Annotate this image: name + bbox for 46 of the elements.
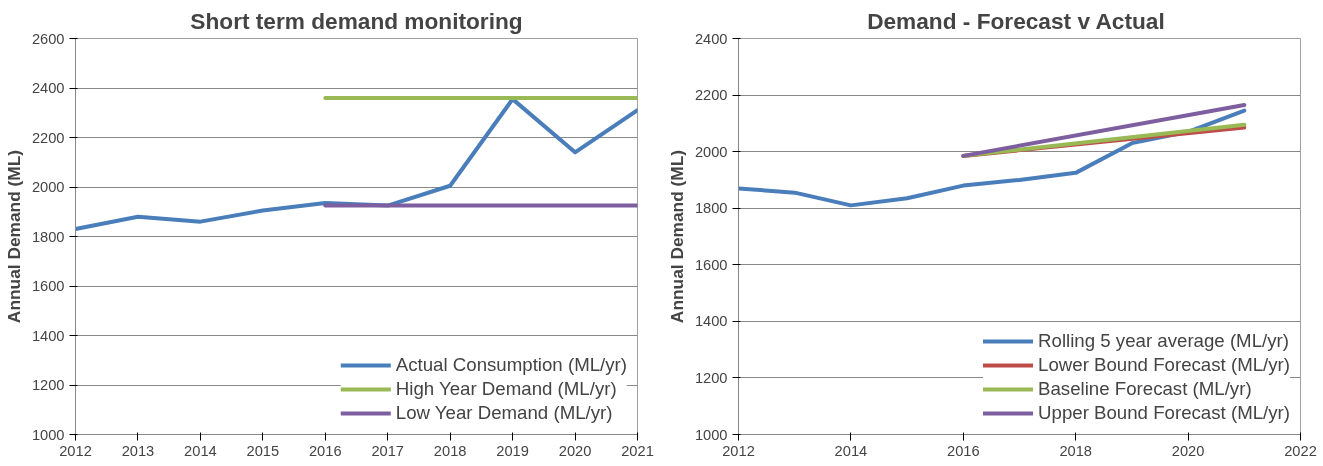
x-tick-label: 2017 xyxy=(371,442,405,459)
legend-label: Rolling 5 year average (ML/yr) xyxy=(1038,330,1289,352)
chart-title: Demand - Forecast v Actual xyxy=(867,7,1165,34)
x-tick-label: 2018 xyxy=(433,442,467,459)
y-tick-label: 1000 xyxy=(694,426,728,443)
y-axis-title: Annual Demand (ML) xyxy=(666,149,687,324)
y-tick-label: 1000 xyxy=(31,426,65,443)
x-tick-label: 2016 xyxy=(947,442,980,459)
x-tick-label: 2015 xyxy=(246,442,280,459)
x-tick-label: 2018 xyxy=(1059,442,1093,459)
line-series xyxy=(75,97,638,232)
y-tick-label: 2200 xyxy=(694,87,728,104)
y-tick-label: 1800 xyxy=(31,228,65,245)
y-tick-label: 1400 xyxy=(694,313,728,330)
x-tick-label: 2014 xyxy=(834,442,868,459)
legend-label: High Year Demand (ML/yr) xyxy=(395,378,617,400)
y-tick-label: 1600 xyxy=(694,256,728,273)
legend-label: Actual Consumption (ML/yr) xyxy=(395,354,627,376)
y-tick-label: 2200 xyxy=(31,129,65,146)
x-tick-label: 2019 xyxy=(496,442,529,459)
x-tick-label: 2020 xyxy=(558,442,592,459)
x-tick-label: 2016 xyxy=(308,442,342,459)
y-tick-label: 2600 xyxy=(31,30,65,47)
legend-label: Upper Bound Forecast (ML/yr) xyxy=(1038,402,1290,424)
line-series xyxy=(738,108,1247,208)
y-tick-label: 1600 xyxy=(31,278,65,294)
y-tick-label: 1200 xyxy=(694,369,728,386)
x-tick-label: 2012 xyxy=(722,442,755,459)
x-tick-label: 2012 xyxy=(59,442,92,459)
legend-label: Baseline Forecast (ML/yr) xyxy=(1038,378,1252,400)
x-tick-label: 2020 xyxy=(1171,442,1205,459)
chart-title: Short term demand monitoring xyxy=(190,7,523,34)
y-tick-label: 2400 xyxy=(31,80,65,96)
legend-label: Lower Bound Forecast (ML/yr) xyxy=(1038,354,1290,376)
x-tick-label: 2022 xyxy=(1284,442,1317,459)
x-tick-label: 2014 xyxy=(184,442,217,459)
y-tick-label: 1200 xyxy=(31,377,65,393)
y-tick-label: 2000 xyxy=(31,179,65,195)
y-tick-label: 1800 xyxy=(694,200,728,217)
y-tick-label: 1400 xyxy=(31,327,65,344)
y-tick-label: 2000 xyxy=(694,143,728,160)
x-tick-label: 2021 xyxy=(621,442,654,459)
y-axis-title: Annual Demand (ML) xyxy=(3,149,24,324)
legend-label: Low Year Demand (ML/yr) xyxy=(395,402,613,424)
x-tick-label: 2013 xyxy=(121,442,155,459)
y-tick-label: 2400 xyxy=(694,30,728,47)
